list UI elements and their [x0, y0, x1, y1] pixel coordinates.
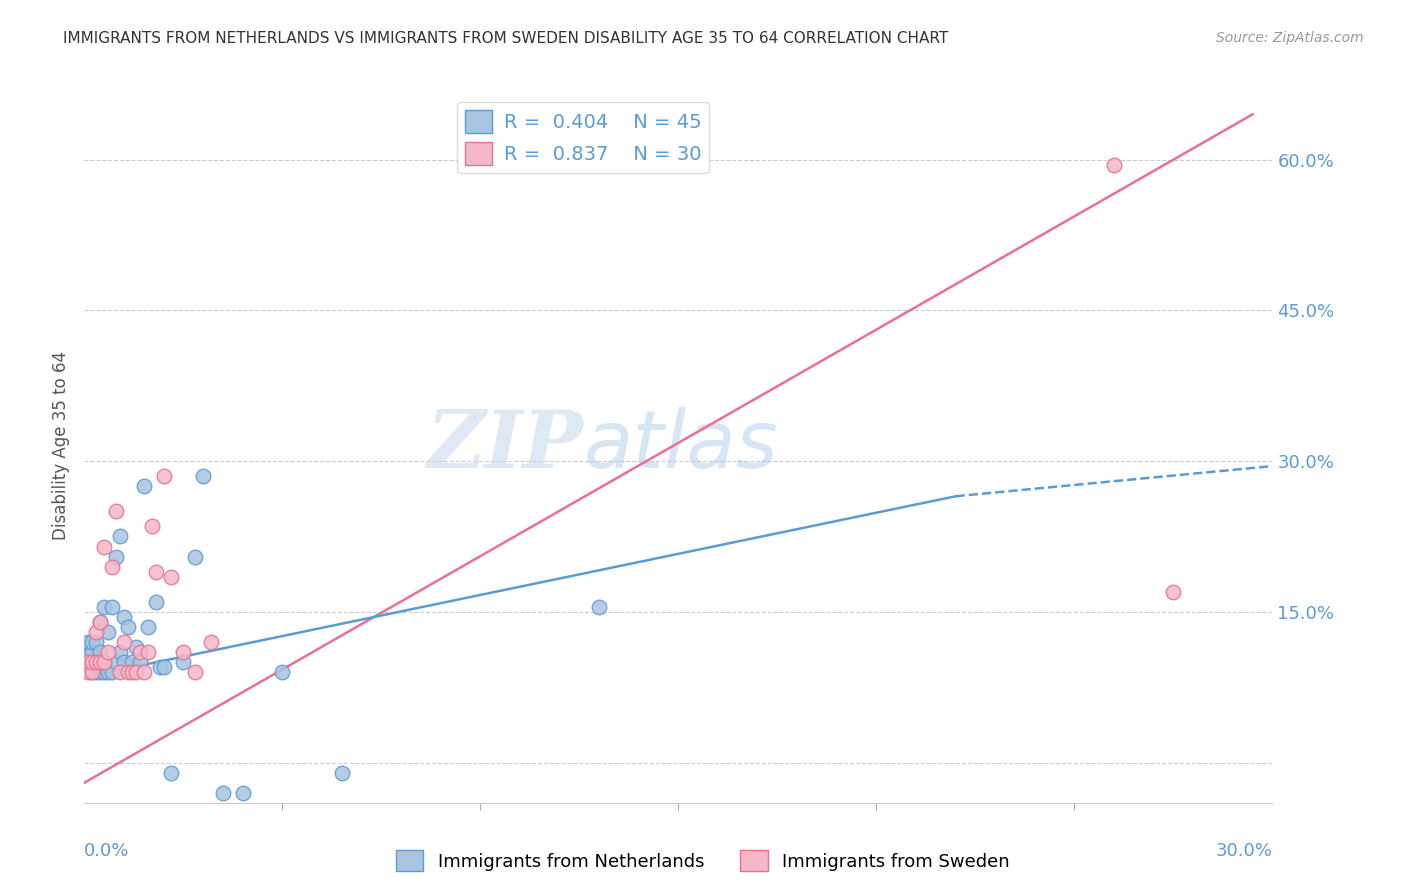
Text: 0.0%: 0.0% — [84, 842, 129, 860]
Point — [145, 565, 167, 579]
Point — [101, 559, 124, 574]
Point — [132, 479, 155, 493]
Point — [1102, 158, 1125, 172]
Point — [93, 665, 115, 680]
Point — [105, 655, 128, 669]
Point — [191, 469, 215, 483]
Point — [97, 645, 120, 659]
Point — [89, 655, 111, 669]
Text: ZIP: ZIP — [426, 408, 583, 484]
Point — [1163, 584, 1185, 599]
Point — [172, 655, 194, 669]
Point — [82, 645, 104, 659]
Point — [125, 640, 148, 654]
Point — [105, 549, 128, 564]
Point — [89, 665, 111, 680]
Point — [77, 655, 100, 669]
Point — [117, 620, 139, 634]
Point — [82, 665, 104, 680]
Point — [89, 615, 111, 629]
Point — [77, 635, 100, 649]
Point — [93, 540, 115, 554]
Point — [136, 645, 159, 659]
Legend: R =  0.404    N = 45, R =  0.837    N = 30: R = 0.404 N = 45, R = 0.837 N = 30 — [457, 103, 710, 173]
Text: 30.0%: 30.0% — [1216, 842, 1272, 860]
Point — [184, 665, 207, 680]
Point — [172, 645, 194, 659]
Point — [77, 665, 100, 680]
Point — [108, 529, 131, 543]
Point — [89, 655, 111, 669]
Point — [82, 665, 104, 680]
Point — [117, 665, 139, 680]
Point — [84, 635, 107, 649]
Point — [89, 615, 111, 629]
Point — [82, 635, 104, 649]
Point — [125, 665, 148, 680]
Point — [97, 665, 120, 680]
Point — [101, 599, 124, 614]
Point — [82, 655, 104, 669]
Point — [200, 635, 222, 649]
Text: atlas: atlas — [583, 407, 778, 485]
Point — [77, 645, 100, 659]
Point — [82, 655, 104, 669]
Point — [84, 655, 107, 669]
Point — [121, 665, 143, 680]
Point — [271, 665, 294, 680]
Point — [184, 549, 207, 564]
Point — [93, 655, 115, 669]
Point — [128, 645, 150, 659]
Y-axis label: Disability Age 35 to 64: Disability Age 35 to 64 — [52, 351, 70, 541]
Legend: Immigrants from Netherlands, Immigrants from Sweden: Immigrants from Netherlands, Immigrants … — [389, 843, 1017, 879]
Point — [160, 569, 183, 583]
Point — [108, 665, 131, 680]
Point — [89, 645, 111, 659]
Point — [105, 504, 128, 518]
Point — [152, 660, 174, 674]
Point — [128, 655, 150, 669]
Point — [93, 599, 115, 614]
Point — [149, 660, 172, 674]
Point — [132, 665, 155, 680]
Point — [84, 624, 107, 639]
Point — [121, 655, 143, 669]
Point — [84, 665, 107, 680]
Point — [588, 599, 610, 614]
Point — [232, 786, 254, 800]
Point — [152, 469, 174, 483]
Point — [160, 765, 183, 780]
Point — [84, 655, 107, 669]
Point — [136, 620, 159, 634]
Point — [141, 519, 163, 533]
Point — [112, 635, 135, 649]
Point — [77, 655, 100, 669]
Point — [93, 655, 115, 669]
Point — [108, 645, 131, 659]
Point — [330, 765, 353, 780]
Text: IMMIGRANTS FROM NETHERLANDS VS IMMIGRANTS FROM SWEDEN DISABILITY AGE 35 TO 64 CO: IMMIGRANTS FROM NETHERLANDS VS IMMIGRANT… — [63, 31, 949, 46]
Point — [101, 665, 124, 680]
Text: Source: ZipAtlas.com: Source: ZipAtlas.com — [1216, 31, 1364, 45]
Point — [112, 610, 135, 624]
Point — [145, 595, 167, 609]
Point — [97, 624, 120, 639]
Point — [212, 786, 235, 800]
Point — [112, 655, 135, 669]
